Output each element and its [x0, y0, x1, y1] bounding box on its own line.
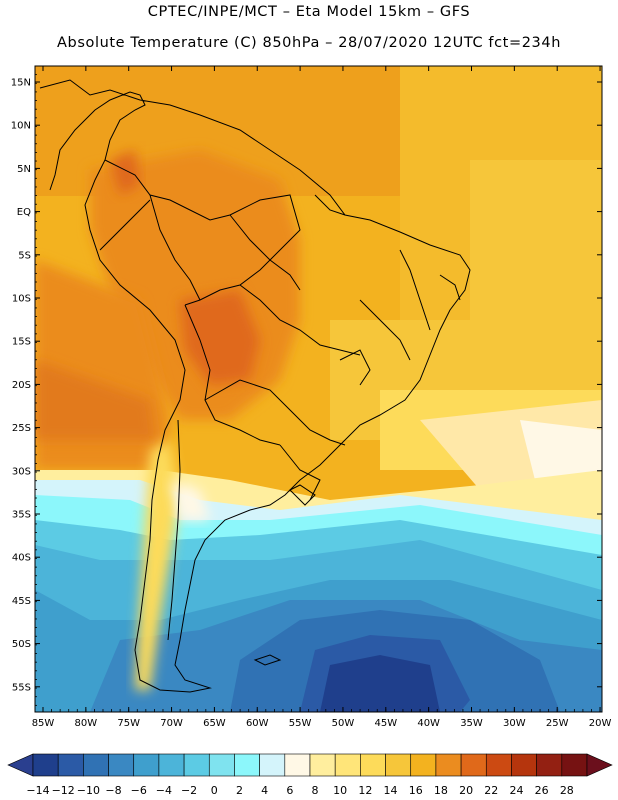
colorbar-swatch [309, 753, 336, 777]
longitude-axis: 85W 80W 75W 70W 65W 60W 55W 50W 45W 40W 35W 30W 25W 2… [32, 66, 612, 729]
lon-label: 80W [75, 718, 98, 729]
colorbar-swatch [57, 753, 84, 777]
lat-label: 20S [12, 380, 31, 391]
lon-label: 60W [246, 718, 269, 729]
lat-label: 10N [11, 121, 31, 132]
colorbar-label: 2 [236, 784, 243, 797]
lon-label: 55W [289, 718, 312, 729]
colorbar-label: 22 [484, 784, 498, 797]
colorbar-label: 12 [358, 784, 372, 797]
lon-label: 85W [32, 718, 55, 729]
temperature-map: 15N 10N 5N EQ 5S 10S 15S 20S 25S 30S 35S 40S 45S 50S 5… [11, 65, 612, 729]
lat-label: 45S [12, 596, 31, 607]
map-title-line-1: CPTEC/INPE/MCT – Eta Model 15km – GFS [147, 4, 471, 20]
map-frame [34, 65, 603, 713]
map-title-line-2: Absolute Temperature (C) 850hPa – 28/07/… [57, 35, 561, 51]
lon-label: 65W [203, 718, 226, 729]
colorbar-swatch [32, 753, 59, 777]
colorbar-label: −12 [52, 784, 75, 797]
lon-label: 75W [117, 718, 140, 729]
colorbar-swatch [158, 753, 185, 777]
lon-label: 20W [589, 718, 612, 729]
colorbar-label: −14 [26, 784, 49, 797]
colorbar-label: 28 [560, 784, 574, 797]
colorbar-swatch [561, 753, 588, 777]
colorbar-swatch [385, 753, 412, 777]
lat-label: 15N [11, 78, 31, 89]
temperature-field [35, 66, 602, 712]
lon-label: 70W [160, 718, 183, 729]
lat-label: EQ [17, 207, 31, 218]
colorbar-label: 26 [535, 784, 549, 797]
colorbar-label: 18 [434, 784, 448, 797]
colorbar-label: −2 [181, 784, 197, 797]
lon-label: 35W [460, 718, 483, 729]
colorbar-swatch [360, 753, 386, 777]
colorbar-swatch [334, 753, 361, 777]
colorbar-label: 4 [261, 784, 268, 797]
colorbar-swatch [133, 753, 160, 777]
colorbar-label: 16 [409, 784, 423, 797]
lon-label: 30W [503, 718, 526, 729]
colorbar-label: 20 [459, 784, 473, 797]
lon-label: 25W [546, 718, 569, 729]
colorbar-label: 24 [509, 784, 523, 797]
colorbar-swatch [511, 753, 537, 777]
colorbar-swatch [284, 753, 311, 777]
colorbar-swatch [183, 753, 210, 777]
colorbar-label: 0 [211, 784, 218, 797]
lat-label: 40S [12, 553, 31, 564]
colorbar-swatch [108, 753, 135, 777]
lat-label: 5S [18, 250, 31, 261]
colorbar-swatch [208, 753, 235, 777]
lat-label: 25S [12, 423, 31, 434]
lat-label: 35S [12, 510, 31, 521]
colorbar-label: 10 [333, 784, 347, 797]
colorbar-swatch [435, 753, 462, 777]
colorbar-label: 8 [312, 784, 319, 797]
colorbar-swatch [259, 753, 286, 777]
colorbar-under-arrow [7, 753, 34, 777]
colorbar-swatch [485, 753, 512, 777]
colorbar-label: 6 [286, 784, 293, 797]
lat-label: 30S [12, 466, 31, 477]
lat-label: 5N [17, 164, 31, 175]
colorbar-label: −8 [105, 784, 121, 797]
colorbar-swatch [536, 753, 563, 777]
coastline [39, 79, 471, 693]
lon-label: 45W [374, 718, 397, 729]
colorbar-label: −4 [156, 784, 172, 797]
lon-label: 50W [332, 718, 355, 729]
colorbar-label: 14 [384, 784, 398, 797]
colorbar-swatch [234, 753, 260, 777]
colorbar-label: −10 [77, 784, 100, 797]
lat-label: 15S [12, 337, 31, 348]
colorbar: −14 −12 −10 −8 −6 −4 −2 0 2 4 6 8 10 12 14 16 18 20 22 24 26… [7, 753, 613, 797]
colorbar-over-arrow [586, 753, 613, 777]
lat-label: 50S [12, 639, 31, 650]
lat-label: 10S [12, 294, 31, 305]
colorbar-swatch [460, 753, 487, 777]
lat-label: 55S [12, 682, 31, 693]
colorbar-swatch [410, 753, 437, 777]
colorbar-label: −6 [131, 784, 147, 797]
latitude-axis: 15N 10N 5N EQ 5S 10S 15S 20S 25S 30S 35S 40S 45S 50S 5… [11, 65, 602, 706]
colorbar-swatch [83, 753, 109, 777]
lon-label: 40W [417, 718, 440, 729]
